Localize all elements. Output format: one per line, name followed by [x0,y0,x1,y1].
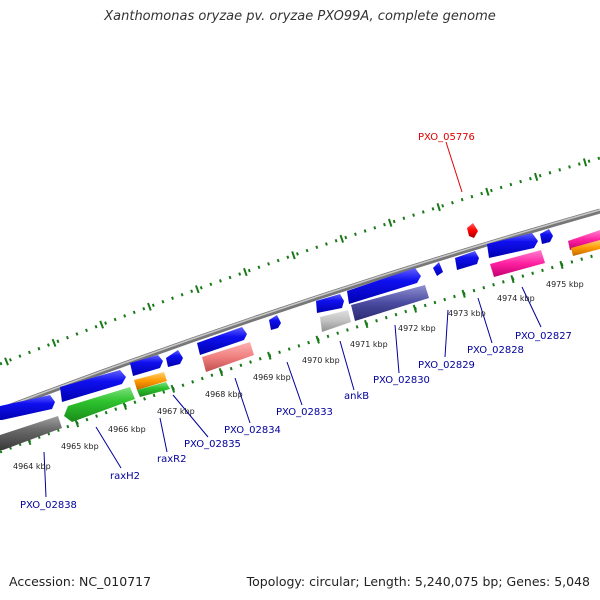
scale-label: 4968 kbp [205,390,243,399]
gene-label: PXO_02827 [515,331,572,342]
genome-backbone [0,208,600,413]
gene-feature [351,285,429,321]
gene-feature [455,251,479,270]
leader-line [339,340,355,391]
gene-label: PXO_02834 [224,425,281,436]
leader-line [394,324,400,374]
leader-line [444,309,449,358]
reverse-strand-features [0,240,600,450]
scale-label: 4969 kbp [253,373,291,382]
leader-line [445,141,463,193]
scale-label: 4970 kbp [302,356,340,365]
scale-label: 4971 kbp [350,340,388,349]
forward-strand-features [0,223,600,420]
leader-line [172,394,209,438]
gene-label: PXO_02829 [418,360,475,371]
leader-line [521,286,542,328]
scale-label: 4967 kbp [157,407,195,416]
scale-label: 4975 kbp [546,280,584,289]
gene-labels: PXO_02838 raxH2 raxR2 PXO_02835 PXO_0283… [20,132,572,511]
leader-lines [43,141,542,498]
gene-feature [487,233,538,258]
scale-label: 4965 kbp [61,442,99,451]
gene-label: PXO_02830 [373,375,430,386]
gene-feature [197,327,247,355]
gene-label: raxR2 [157,454,186,465]
gene-feature [0,395,55,420]
scale-label: 4964 kbp [13,462,51,471]
scale-label: 4974 kbp [497,294,535,303]
gene-feature [64,387,135,422]
gene-label: PXO_02838 [20,500,77,511]
leader-line [95,426,122,469]
accession-text: Accession: NC_010717 [9,574,152,589]
genome-summary-text: Topology: circular; Length: 5,240,075 bp… [246,574,590,589]
gene-feature [137,382,170,397]
gene-label: raxH2 [110,471,140,482]
scale-label: 4972 kbp [398,324,436,333]
gene-feature [467,223,478,238]
gene-feature [60,370,126,402]
gene-feature [0,416,62,450]
gene-feature [571,240,600,256]
gene-feature [347,268,421,304]
leader-line [477,297,493,344]
gene-label: PXO_05776 [418,132,475,143]
gene-feature [130,355,163,376]
gene-feature [166,350,183,367]
scale-label: 4973 kbp [448,309,486,318]
gene-feature [316,294,344,313]
gene-label: PXO_02828 [467,345,524,356]
scale-labels: 4964 kbp 4965 kbp 4966 kbp 4967 kbp 4968… [13,280,584,471]
leader-line [286,361,303,406]
gene-feature [134,372,167,390]
leader-line [43,451,47,498]
gene-label: PXO_02833 [276,407,333,418]
gene-feature [433,262,443,276]
map-title: Xanthomonas oryzae pv. oryzae PXO99A, co… [104,9,496,24]
gene-feature [202,342,254,372]
gene-label: PXO_02835 [184,439,241,450]
gene-feature [568,230,600,250]
leader-line [234,377,251,424]
gene-feature [320,310,351,332]
gene-feature [490,250,545,277]
gene-label: ankB [344,391,369,402]
gene-feature [540,229,553,244]
scale-label: 4966 kbp [108,425,146,434]
gene-feature [269,315,281,330]
leader-line [159,417,168,453]
